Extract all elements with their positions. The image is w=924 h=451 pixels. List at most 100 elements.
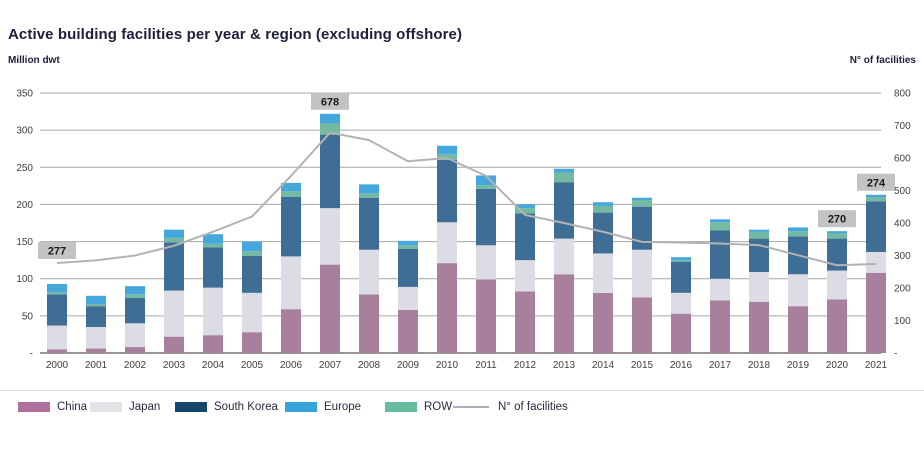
bar-segment-japan bbox=[476, 245, 496, 280]
bar-segment-south-korea bbox=[203, 247, 223, 288]
legend-swatch-china bbox=[18, 402, 50, 412]
chart-plot-area: - 50 100 150 200 250 300 350 100 200 300 400 500 600 7… bbox=[16, 89, 911, 372]
bar-segment-south-korea bbox=[593, 212, 613, 254]
bar-segment-south-korea bbox=[632, 206, 652, 250]
bar-segment-china bbox=[476, 279, 496, 353]
bar-segment-china bbox=[203, 335, 223, 353]
x-axis-year-label: 2012 bbox=[514, 360, 537, 371]
y-axis-tick-left: - bbox=[30, 349, 33, 360]
y-axis-tick-left: 350 bbox=[16, 89, 33, 100]
bar-segment-china bbox=[554, 274, 574, 353]
bar-segment-china bbox=[710, 300, 730, 353]
annotation-label: 270 bbox=[828, 214, 846, 226]
bar-segment-japan bbox=[749, 272, 769, 302]
bar-segment-south-korea bbox=[242, 255, 262, 293]
bar-segment-row bbox=[242, 251, 262, 256]
legend-label: Japan bbox=[129, 401, 161, 413]
right-axis-unit-label: N° of facilities bbox=[849, 55, 916, 66]
bar-segment-china bbox=[281, 309, 301, 353]
bar-segment-row bbox=[437, 153, 457, 160]
y-axis-tick-left: 300 bbox=[16, 126, 33, 137]
x-axis-year-label: 2021 bbox=[865, 360, 888, 371]
bar-segment-europe bbox=[359, 184, 379, 194]
bar-segment-china bbox=[86, 348, 106, 353]
annotation-label: 274 bbox=[867, 177, 886, 189]
bar-segment-row bbox=[164, 237, 184, 243]
bar-segment-china bbox=[164, 336, 184, 353]
legend-item-europe: Europe bbox=[285, 397, 361, 417]
bar-segment-japan bbox=[788, 274, 808, 307]
y-axis-tick-right: 300 bbox=[894, 251, 911, 262]
x-axis-year-label: 2017 bbox=[709, 360, 732, 371]
legend-item-japan: Japan bbox=[90, 397, 160, 417]
bar-segment-japan bbox=[554, 238, 574, 275]
legend-swatch-south-korea bbox=[175, 402, 207, 412]
bar-segment-japan bbox=[203, 287, 223, 336]
x-axis-year-label: 2005 bbox=[241, 360, 264, 371]
bar-segment-europe bbox=[320, 113, 340, 124]
bar-segment-europe bbox=[788, 227, 808, 232]
bar-segment-japan bbox=[281, 256, 301, 310]
x-axis-year-label: 2014 bbox=[592, 360, 615, 371]
bar-segment-europe bbox=[554, 168, 574, 173]
bar-segment-china bbox=[671, 313, 691, 353]
bar-segment-japan bbox=[671, 292, 691, 314]
bar-segment-europe bbox=[749, 229, 769, 232]
legend-item-south-korea: South Korea bbox=[175, 397, 278, 417]
annotation-box bbox=[857, 173, 895, 191]
x-axis-year-label: 2009 bbox=[397, 360, 420, 371]
x-axis-year-label: 2001 bbox=[85, 360, 108, 371]
y-axis-tick-right: 400 bbox=[894, 219, 911, 230]
bar-segment-europe bbox=[164, 229, 184, 238]
x-axis-year-label: 2003 bbox=[163, 360, 186, 371]
bar-segment-south-korea bbox=[398, 249, 418, 287]
bar-segment-south-korea bbox=[671, 261, 691, 293]
bar-segment-japan bbox=[827, 270, 847, 300]
bar-segment-south-korea bbox=[710, 230, 730, 279]
x-axis-year-label: 2004 bbox=[202, 360, 225, 371]
bar-segment-south-korea bbox=[320, 134, 340, 209]
x-axis-year-label: 2008 bbox=[358, 360, 381, 371]
bar-segment-europe bbox=[47, 283, 67, 293]
bar-segment-europe bbox=[476, 175, 496, 186]
bar-segment-japan bbox=[866, 251, 886, 273]
bar-segment-china bbox=[125, 347, 145, 353]
bar-segment-south-korea bbox=[164, 242, 184, 291]
bar-segment-japan bbox=[632, 249, 652, 298]
bar-segment-south-korea bbox=[554, 182, 574, 239]
bar-segment-europe bbox=[593, 202, 613, 206]
y-axis-tick-right: - bbox=[894, 349, 897, 360]
bar-segment-europe bbox=[242, 241, 262, 252]
bar-segment-europe bbox=[203, 234, 223, 244]
bar-segment-japan bbox=[359, 249, 379, 295]
legend-label: Europe bbox=[324, 401, 362, 413]
bar-segment-china bbox=[788, 306, 808, 353]
bar-segment-europe bbox=[398, 240, 418, 246]
bar-segment-south-korea bbox=[86, 306, 106, 327]
bar-segment-south-korea bbox=[866, 201, 886, 252]
bar-segment-japan bbox=[437, 222, 457, 264]
bar-segment-japan bbox=[320, 208, 340, 265]
bar-segment-europe bbox=[866, 194, 886, 197]
bar-segment-europe bbox=[671, 257, 691, 261]
bar-segment-south-korea bbox=[281, 197, 301, 257]
y-axis-tick-right: 100 bbox=[894, 316, 911, 327]
annotation-box bbox=[38, 241, 76, 259]
x-axis-year-label: 2015 bbox=[631, 360, 654, 371]
bar-segment-row bbox=[554, 172, 574, 183]
y-axis-tick-left: 150 bbox=[16, 237, 33, 248]
y-axis-tick-left: 200 bbox=[16, 200, 33, 211]
bar-segment-china bbox=[632, 297, 652, 353]
y-axis-tick-right: 200 bbox=[894, 284, 911, 295]
bar-segment-europe bbox=[281, 182, 301, 192]
legend-item-china: China bbox=[18, 397, 87, 417]
facilities-line bbox=[56, 131, 877, 267]
chart-title: Active building facilities per year & re… bbox=[8, 26, 463, 43]
legend-label: South Korea bbox=[214, 401, 278, 413]
bar-segment-south-korea bbox=[437, 159, 457, 223]
x-axis-year-label: 2000 bbox=[46, 360, 69, 371]
legend-label: ROW bbox=[424, 401, 453, 413]
bar-segment-japan bbox=[242, 292, 262, 333]
y-axis-tick-right: 700 bbox=[894, 121, 911, 132]
y-axis-tick-right: 800 bbox=[894, 89, 911, 100]
